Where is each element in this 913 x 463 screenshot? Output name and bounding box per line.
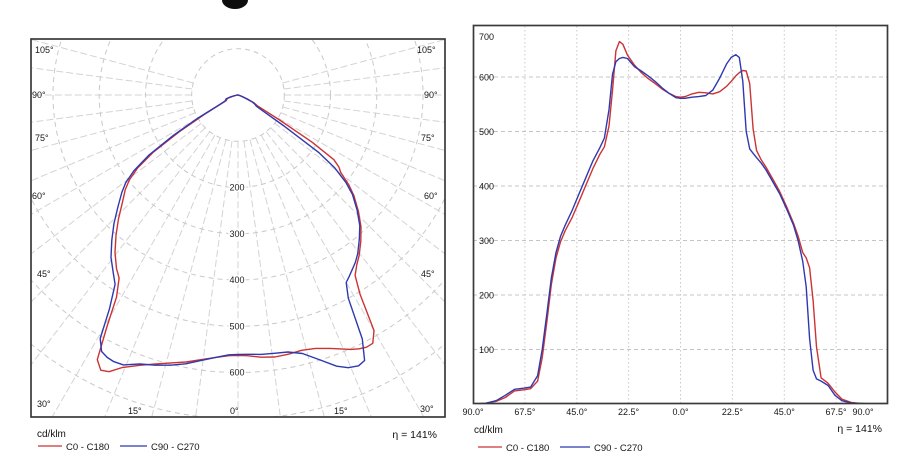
polar-angle-tick-label: 15° [128,406,142,416]
polar-angle-gridline [104,137,221,417]
polar-angle-gridline [282,106,445,152]
cartesian-y-tick-label: 700 [479,32,494,42]
cartesian-y-tick-label: 600 [479,73,494,83]
polar-curve-c0-c180 [96,94,375,373]
polar-angle-tick-label: 45° [421,269,435,279]
cartesian-curves [474,40,887,404]
cartesian-y-tick-label: 400 [479,182,494,192]
polar-angle-gridline [31,122,202,255]
polar-angle-tick-label: 45° [37,269,51,279]
polar-angle-gridline [195,140,233,417]
cartesian-x-tick-label: 22.5° [618,407,640,417]
cartesian-y-tick-label: 300 [479,236,494,246]
polar-angle-tick-label: 30° [37,399,51,409]
cartesian-x-tick-label: 67.5° [514,407,536,417]
cartesian-curve-c0-c180 [474,40,887,404]
polar-angle-tick-label: 105° [35,45,54,55]
cartesian-x-tick-label: 45.0° [566,407,588,417]
cartesian-y-tick-label: 500 [479,127,494,137]
polar-angle-gridline [283,67,445,90]
polar-chart: 200 300 400 500 600 105° 90° 75° 60° 45° 30° 15° 0° 1… [30,38,446,453]
polar-curve-c90-c270 [99,94,366,369]
polar-ring-300 [98,39,378,235]
polar-ring-600 [31,278,445,373]
polar-angle-gridline [31,67,193,90]
polar-radial-tick-label: 600 [229,368,244,378]
polar-angle-gridline [243,140,281,417]
polar-radial-tick-label: 300 [229,229,244,239]
polar-angle-gridline [280,112,445,182]
polar-angle-gridline [31,131,211,366]
polar-radial-tick-label: 400 [229,275,244,285]
polar-angle-gridline [260,134,425,417]
polar-angle-tick-label: 90° [32,90,46,100]
polar-unit-label: cd/klm [37,429,66,440]
polar-ring-100 [191,48,285,142]
cartesian-y-tick-label: 200 [479,291,494,301]
polar-axis-labels: 200 300 400 500 600 105° 90° 75° 60° 45° 30° 15° 0° 1… [32,45,438,416]
polar-angle-gridline [255,137,372,417]
polar-angle-gridline [265,131,445,366]
cartesian-unit-label: cd/klm [474,425,503,436]
cartesian-x-tick-label: 22.5° [722,407,744,417]
polar-angle-gridline [249,139,325,417]
polar-angle-gridline [151,139,227,417]
polar-angle-gridline [274,122,445,255]
polar-angle-gridline [31,100,193,123]
polar-angle-gridline [31,127,206,303]
polar-angle-gridline [282,39,445,84]
cartesian-y-tick-label: 100 [479,345,494,355]
polar-grid [31,39,445,417]
polar-angle-tick-label: 60° [32,191,46,201]
cartesian-x-tick-label: 0.0° [672,407,689,417]
polar-angle-gridline [283,100,445,123]
polar-angle-gridline [277,117,445,216]
polar-radial-tick-label: 500 [229,321,244,331]
polar-ring-200 [145,39,331,188]
legend-label-c90-c270: C90 - C270 [594,443,643,454]
cartesian-axis-labels: 100 200 300 400 500 600 700 90.0° 67.5° 45.0° 22.5… [462,32,874,417]
cartesian-x-tick-label: 67.5° [826,407,848,417]
legend-label-c90-c270: C90 - C270 [151,442,200,453]
cartesian-chart-frame [472,24,889,405]
polar-angle-tick-label: 90° [424,90,438,100]
polar-curves [96,94,375,373]
polar-angle-tick-label: 15° [334,406,348,416]
polar-angle-gridline [31,39,194,84]
cartesian-x-tick-label: 90.0° [462,407,484,417]
cartesian-grid [474,26,887,404]
polar-angle-tick-label: 60° [424,191,438,201]
polar-angle-tick-label: 30° [420,404,434,414]
polar-efficiency-label: η = 141% [392,429,437,441]
polar-angle-tick-label: 75° [35,133,49,143]
polar-angle-gridline [270,127,445,303]
cartesian-curve-c90-c270 [474,54,887,404]
polar-radial-tick-label: 200 [229,183,244,193]
polar-angle-gridline [31,106,194,152]
polar-angle-gridline [51,134,216,417]
cartesian-x-tick-label: 45.0° [774,407,796,417]
legend-label-c0-c180: C0 - C180 [506,443,549,454]
polar-angle-gridline [31,117,199,216]
polar-angle-gridline [31,112,196,182]
cartesian-efficiency-label: η = 141% [837,423,882,435]
polar-angle-tick-label: 0° [230,406,239,416]
polar-ring-400 [52,39,424,281]
legend-label-c0-c180: C0 - C180 [66,442,109,453]
cropped-title-glyph [222,0,248,9]
polar-chart-frame [30,38,446,418]
cartesian-chart: 100 200 300 400 500 600 700 90.0° 67.5° 45.0° 22.5… [462,24,889,454]
polar-angle-tick-label: 105° [417,45,436,55]
polar-angle-tick-label: 75° [421,133,435,143]
polar-ring-500 [31,196,445,327]
cartesian-x-tick-label: 90.0° [852,407,874,417]
